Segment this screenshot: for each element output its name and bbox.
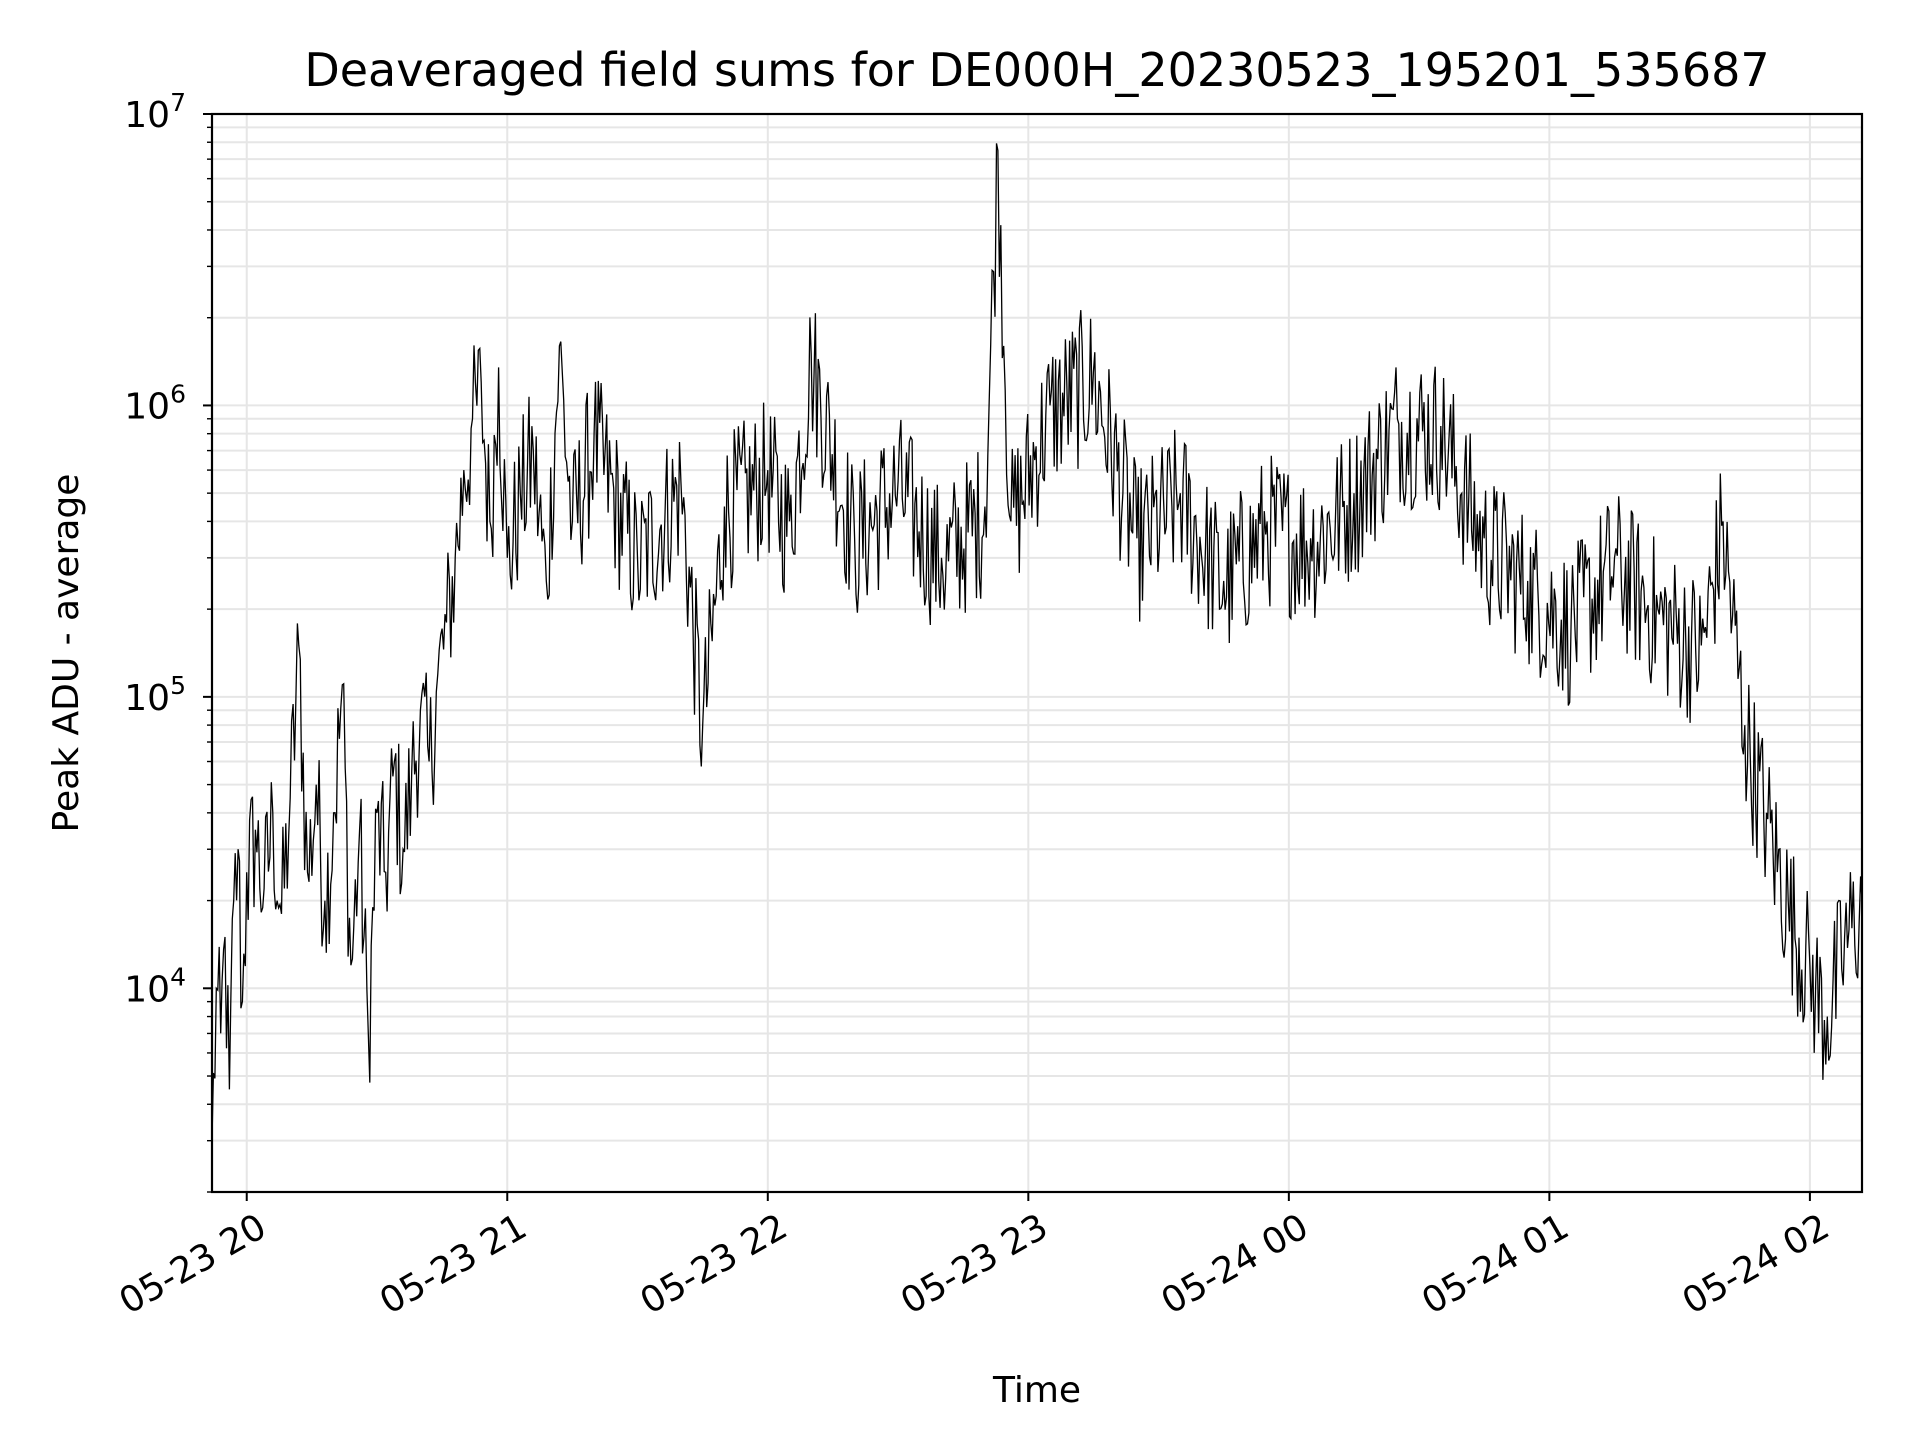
series-line	[211, 143, 1863, 1141]
grid	[212, 113, 1862, 1193]
x-tick-label: 05-24 00	[1155, 1206, 1316, 1322]
x-axis-label: Time	[992, 1370, 1081, 1411]
x-tick-label: 05-23 20	[113, 1206, 274, 1322]
chart-title: Deaveraged field sums for DE000H_2023052…	[304, 43, 1769, 97]
x-tick-label: 05-24 01	[1415, 1206, 1576, 1322]
x-tick-label: 05-23 21	[373, 1206, 534, 1322]
y-tick-label: 107	[124, 88, 186, 136]
x-tick-label: 05-23 23	[894, 1206, 1055, 1322]
y-tick-label: 105	[124, 671, 186, 719]
y-tick-label: 104	[124, 962, 186, 1010]
y-tick-label: 106	[124, 379, 186, 427]
x-tick-label: 05-24 02	[1676, 1206, 1837, 1322]
y-axis-label: Peak ADU - average	[46, 474, 87, 833]
ticks: 05-23 20 05-23 21 05-23 22 05-23 23 05-24 00…	[113, 88, 1837, 1323]
x-tick-label: 05-23 22	[634, 1206, 795, 1322]
plot-frame	[210, 112, 1864, 1194]
